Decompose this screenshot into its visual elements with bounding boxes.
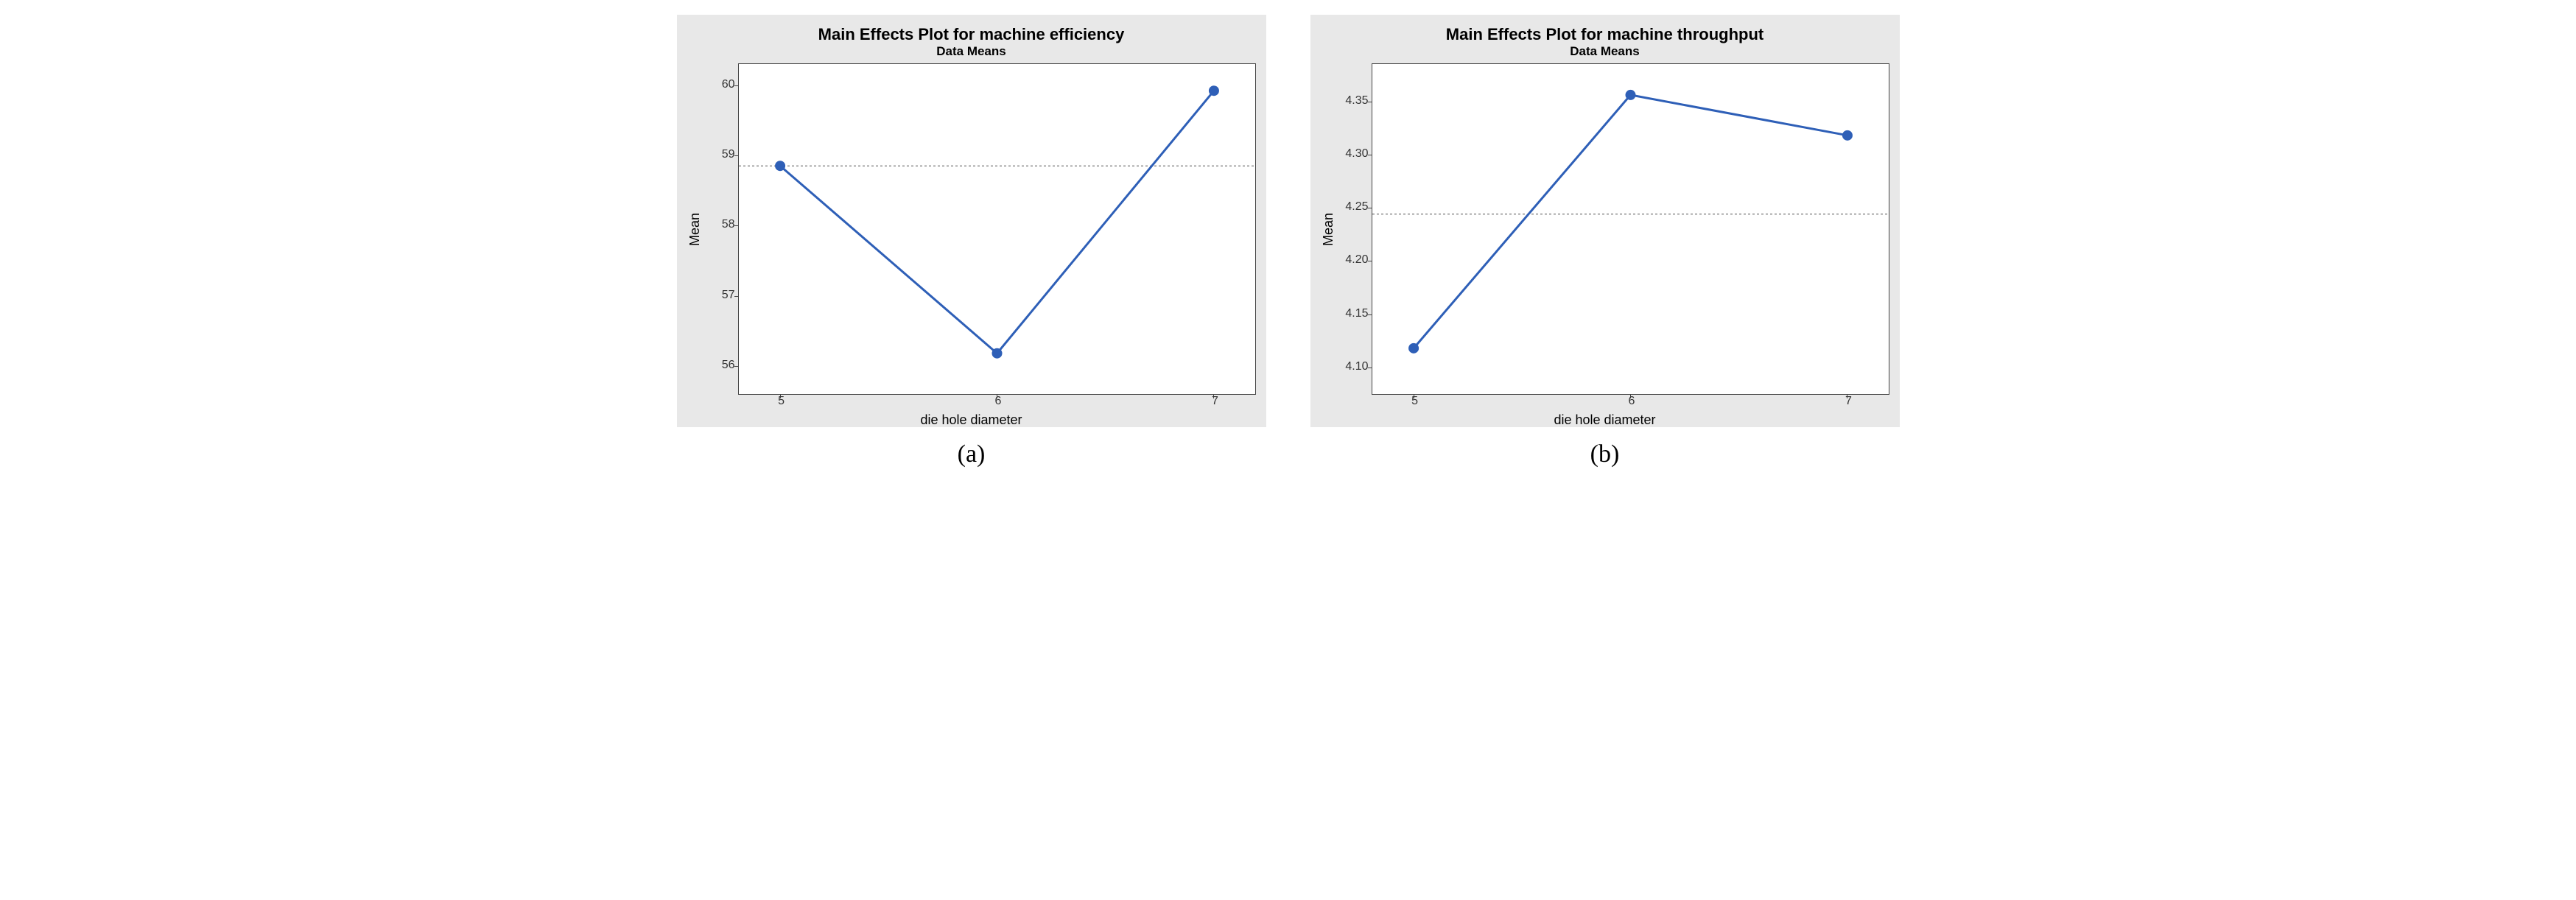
x-axis-label: die hole diameter [1321,412,1889,428]
y-ticks: 4.10 4.15 4.20 4.25 4.30 4.35 [1336,63,1372,395]
y-ticks: 56 57 58 59 60 [703,63,738,395]
plot-wrap: Mean 56 57 58 59 60 [687,63,1256,395]
y-axis-label: Mean [687,63,703,395]
y-tick-label: 56 [722,359,735,371]
data-marker [1408,343,1419,354]
title-block: Main Effects Plot for machine efficiency… [687,25,1256,59]
chart-subtitle: Data Means [687,44,1256,59]
y-tick-label: 4.10 [1345,361,1368,373]
data-marker [1842,130,1852,141]
y-tick-label: 4.20 [1345,254,1368,266]
plot-area [738,63,1256,395]
y-tick-label: 58 [722,219,735,231]
panel-caption: (b) [1590,440,1620,468]
plot-wrap: Mean 4.10 4.15 4.20 4.25 4.30 4.35 [1321,63,1889,395]
x-axis-label: die hole diameter [687,412,1256,428]
plot-svg [1372,64,1889,394]
plot-svg [739,64,1255,394]
data-marker [992,348,1002,359]
x-ticks: 5 6 7 [740,395,1257,411]
y-tick-label: 4.35 [1345,95,1368,107]
chart-title: Main Effects Plot for machine throughput [1321,25,1889,44]
x-ticks: 5 6 7 [1374,395,1890,411]
panel-a: Main Effects Plot for machine efficiency… [677,15,1266,468]
x-tick-label: 5 [1411,395,1418,408]
y-tick-label: 60 [722,79,735,91]
title-block: Main Effects Plot for machine throughput… [1321,25,1889,59]
chart-title: Main Effects Plot for machine efficiency [687,25,1256,44]
data-line [780,91,1214,353]
data-marker [1625,90,1635,100]
y-tick-label: 57 [722,289,735,301]
y-tick-label: 4.30 [1345,148,1368,160]
panel-caption: (a) [958,440,986,468]
chart-subtitle: Data Means [1321,44,1889,59]
y-tick-label: 59 [722,149,735,161]
x-tick-label: 6 [995,395,1002,408]
y-axis-label: Mean [1321,63,1336,395]
x-tick-label: 7 [1845,395,1852,408]
chart-frame-a: Main Effects Plot for machine efficiency… [677,15,1266,427]
x-tick-label: 5 [778,395,785,408]
panel-b: Main Effects Plot for machine throughput… [1310,15,1900,468]
plot-area [1372,63,1889,395]
chart-frame-b: Main Effects Plot for machine throughput… [1310,15,1900,427]
data-marker [775,161,785,171]
x-tick-label: 7 [1212,395,1218,408]
x-tick-label: 6 [1629,395,1635,408]
y-tick-label: 4.25 [1345,201,1368,213]
data-marker [1208,85,1218,96]
data-line [1414,95,1847,348]
y-tick-label: 4.15 [1345,308,1368,320]
